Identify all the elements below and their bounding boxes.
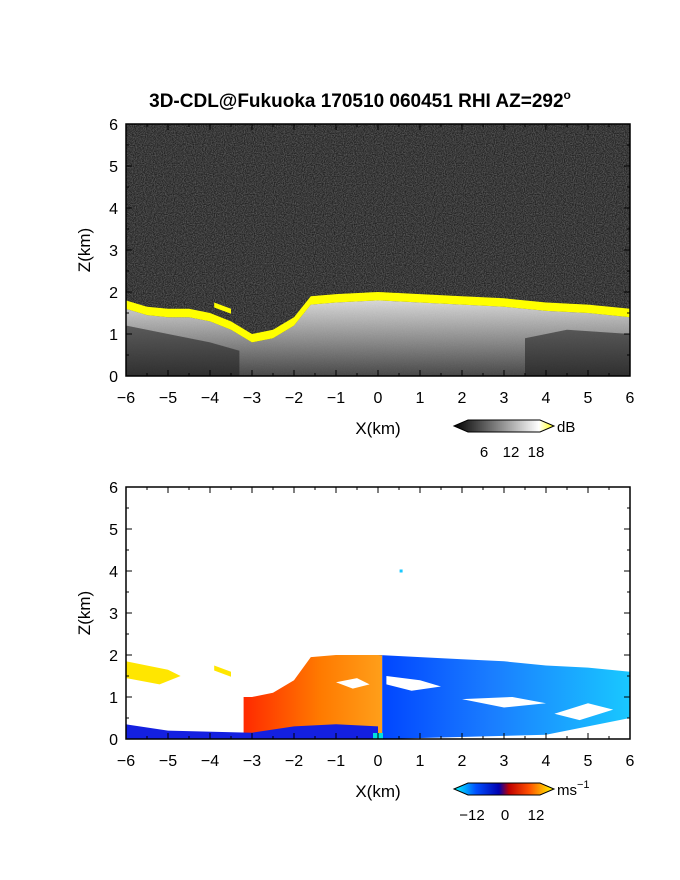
cb1-tick-2: 12 xyxy=(503,444,520,461)
y-tick-label: 3 xyxy=(109,606,118,623)
x-tick-label: 5 xyxy=(584,753,593,770)
cb2-tick-2: 0 xyxy=(501,807,509,824)
y-tick-label: 6 xyxy=(109,480,118,497)
velocity-negative-region xyxy=(378,655,630,739)
reflectivity-colorbar: 6 12 18 dB xyxy=(452,419,575,461)
x-tick-label: 3 xyxy=(500,390,509,407)
y-tick-label: 4 xyxy=(109,564,118,581)
velocity-positive-region xyxy=(243,655,383,739)
reflectivity-echo-region xyxy=(126,300,630,376)
reflectivity-x-label: X(km) xyxy=(355,419,400,438)
reflectivity-y-axis: 0 1 2 3 4 5 6 xyxy=(109,117,630,386)
x-tick-label: 2 xyxy=(458,390,467,407)
cb1-unit: dB xyxy=(557,419,575,436)
x-tick-label: −6 xyxy=(117,753,135,770)
x-tick-label: 6 xyxy=(626,390,635,407)
x-tick-label: 6 xyxy=(626,753,635,770)
x-tick-label: 4 xyxy=(542,390,551,407)
velocity-upper-patch xyxy=(214,665,231,677)
velocity-x-axis: −6 −5 −4 −3 −2 −1 0 1 2 3 4 5 6 xyxy=(117,487,635,770)
velocity-colorbar-bar xyxy=(452,782,556,796)
y-tick-label: 2 xyxy=(109,648,118,665)
y-tick-label: 3 xyxy=(109,243,118,260)
x-tick-label: 0 xyxy=(374,390,383,407)
cb2-unit-sup: −1 xyxy=(577,779,590,791)
x-tick-label: −4 xyxy=(201,390,219,407)
x-tick-label: 1 xyxy=(416,753,425,770)
cb2-unit: ms−1 xyxy=(557,779,590,799)
title-degree-sup: o xyxy=(564,88,571,102)
x-tick-label: 5 xyxy=(584,390,593,407)
x-tick-label: 1 xyxy=(416,390,425,407)
y-tick-label: 1 xyxy=(109,327,118,344)
x-tick-label: 2 xyxy=(458,753,467,770)
x-tick-label: 0 xyxy=(374,753,383,770)
cb2-tick-3: 12 xyxy=(528,807,545,824)
cb1-tick-3: 18 xyxy=(528,444,545,461)
velocity-y-axis: 0 1 2 3 4 5 6 xyxy=(109,480,630,749)
x-tick-label: −2 xyxy=(285,753,303,770)
velocity-upper-left-band xyxy=(126,661,181,685)
x-tick-label: −1 xyxy=(327,390,345,407)
velocity-colorbar: −12 0 12 ms−1 xyxy=(452,779,590,824)
reflectivity-y-label: Z(km) xyxy=(75,228,94,272)
velocity-near-ground-flow xyxy=(126,724,378,739)
chart-title: 3D-CDL@Fukuoka 170510 060451 RHI AZ=292o xyxy=(149,88,571,112)
reflectivity-upper-patch xyxy=(214,302,231,314)
x-tick-label: −6 xyxy=(117,390,135,407)
y-tick-label: 6 xyxy=(109,117,118,134)
cb1-tick-1: 6 xyxy=(480,444,488,461)
y-tick-label: 5 xyxy=(109,159,118,176)
y-tick-label: 4 xyxy=(109,201,118,218)
y-tick-label: 1 xyxy=(109,690,118,707)
velocity-y-label: Z(km) xyxy=(75,591,94,635)
x-tick-label: −3 xyxy=(243,390,261,407)
y-tick-label: 2 xyxy=(109,285,118,302)
velocity-x-label: X(km) xyxy=(355,782,400,801)
y-tick-label: 0 xyxy=(109,732,118,749)
x-tick-label: −5 xyxy=(159,390,177,407)
x-tick-label: −4 xyxy=(201,753,219,770)
x-tick-label: 4 xyxy=(542,753,551,770)
velocity-isolated-point xyxy=(399,569,403,573)
y-tick-label: 0 xyxy=(109,369,118,386)
x-tick-label: 3 xyxy=(500,753,509,770)
reflectivity-x-axis: −6 −5 −4 −3 −2 −1 0 1 2 3 4 5 6 xyxy=(117,124,635,407)
reflectivity-dark-underlay xyxy=(126,325,630,376)
reflectivity-top-band xyxy=(126,292,630,343)
x-tick-label: −1 xyxy=(327,753,345,770)
x-tick-label: −2 xyxy=(285,390,303,407)
cb2-tick-1: −12 xyxy=(459,807,484,824)
velocity-gaps xyxy=(336,676,614,721)
reflectivity-colorbar-bar xyxy=(452,419,556,433)
x-tick-label: −3 xyxy=(243,753,261,770)
y-tick-label: 5 xyxy=(109,522,118,539)
x-tick-label: −5 xyxy=(159,753,177,770)
